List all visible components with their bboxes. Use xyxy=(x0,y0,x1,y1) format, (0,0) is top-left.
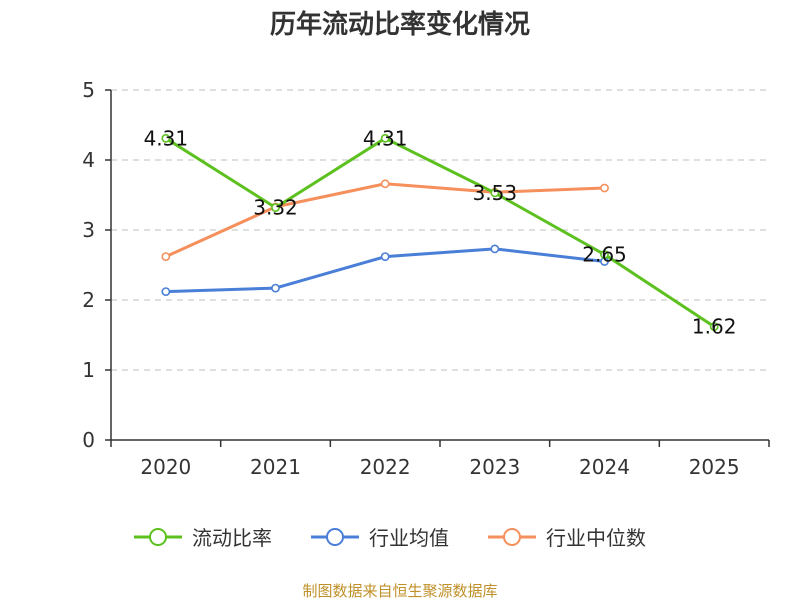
source-note: 制图数据来自恒生聚源数据库 xyxy=(302,582,497,600)
grid-lines xyxy=(111,89,769,371)
data-label: 3.32 xyxy=(253,196,298,220)
x-tick-label: 2023 xyxy=(469,455,520,479)
x-tick-label: 2024 xyxy=(579,455,630,479)
data-labels: 4.31 3.32 4.31 3.53 2.65 1.62 xyxy=(144,126,737,338)
data-label: 3.53 xyxy=(473,181,518,205)
legend[interactable]: 流动比率 行业均值 行业中位数 xyxy=(134,526,646,550)
legend-label: 行业中位数 xyxy=(546,526,646,550)
y-tick-label: 5 xyxy=(82,78,95,102)
series-lines xyxy=(161,133,719,331)
x-tick-label: 2020 xyxy=(140,455,191,479)
y-tick-label: 3 xyxy=(82,218,95,242)
series-line-0 xyxy=(165,136,715,328)
series-point-1[interactable] xyxy=(490,244,500,254)
series-point-2[interactable] xyxy=(600,183,609,193)
data-label: 4.31 xyxy=(144,126,189,150)
legend-item-1[interactable]: 行业均值 xyxy=(311,526,449,550)
series-point-0[interactable] xyxy=(161,133,171,143)
y-tick-label: 4 xyxy=(82,148,95,172)
legend-item-0[interactable]: 流动比率 xyxy=(134,526,272,550)
x-tick-label: 2022 xyxy=(360,455,411,479)
series-point-0[interactable] xyxy=(271,203,280,212)
axes: 0 1 2 3 4 5 2020 2021 2022 2023 2024 2025 xyxy=(82,78,770,479)
series-point-1[interactable] xyxy=(380,252,390,261)
y-tick-label: 1 xyxy=(82,358,95,382)
series-point-2[interactable] xyxy=(380,179,390,189)
y-tick-label: 0 xyxy=(82,428,95,452)
series-point-0[interactable] xyxy=(709,322,719,331)
series-point-0[interactable] xyxy=(600,250,609,259)
data-label: 4.31 xyxy=(363,126,408,150)
legend-marker xyxy=(149,528,167,546)
legend-item-2[interactable]: 行业中位数 xyxy=(488,526,646,550)
legend-label: 行业均值 xyxy=(369,526,449,550)
x-tick-label: 2025 xyxy=(689,455,740,479)
data-label: 1.62 xyxy=(692,315,737,339)
series-point-2[interactable] xyxy=(161,252,171,261)
series-line-2 xyxy=(165,182,605,258)
series-point-0[interactable] xyxy=(380,133,390,143)
legend-label: 流动比率 xyxy=(192,526,272,550)
series-point-0[interactable] xyxy=(490,188,500,198)
chart-title: 历年流动比率变化情况 xyxy=(270,9,530,40)
x-tick-label: 2021 xyxy=(250,455,301,479)
legend-marker xyxy=(503,528,521,546)
series-point-1[interactable] xyxy=(271,283,280,293)
data-label: 2.65 xyxy=(582,243,627,267)
y-tick-label: 2 xyxy=(82,288,95,312)
legend-marker xyxy=(326,528,344,546)
series-point-1[interactable] xyxy=(161,287,171,296)
